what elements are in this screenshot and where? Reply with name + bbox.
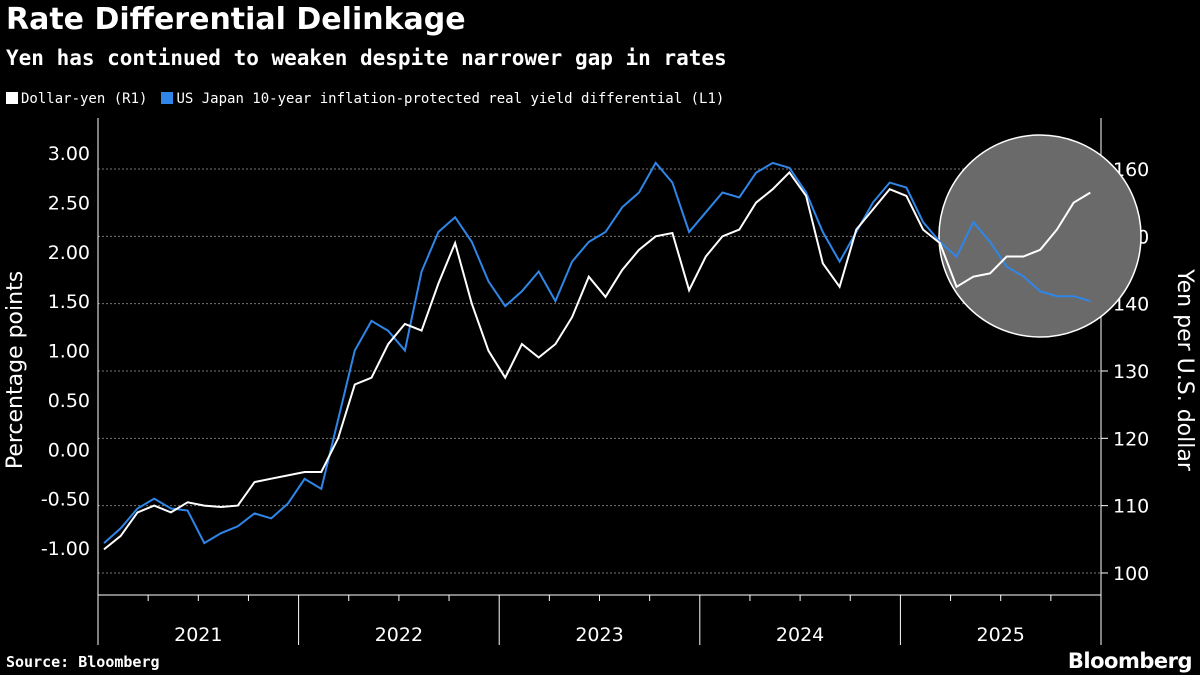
series-line-real-yield-differential (103, 161, 1091, 545)
right-tick-label: 130 (1113, 361, 1149, 383)
left-axis-label: Percentage points (3, 271, 28, 469)
right-tick-label: 100 (1113, 563, 1149, 585)
left-tick-label: 1.50 (48, 291, 90, 313)
left-tick-label: 2.00 (48, 242, 90, 264)
legend: Dollar-yen (R1) US Japan 10-year inflati… (6, 91, 724, 107)
legend-item-real-yield: US Japan 10-year inflation-protected rea… (161, 91, 724, 107)
right-tick-label: 110 (1113, 496, 1149, 518)
left-tick-label: 0.50 (48, 390, 90, 412)
series-line-dollar-yen (103, 170, 1091, 551)
right-tick-label: 140 (1113, 294, 1149, 316)
legend-swatch-white (6, 92, 18, 104)
left-tick-label: 3.00 (48, 143, 90, 165)
right-axis-label: Yen per U.S. dollar (1172, 268, 1197, 472)
x-tick-label: 2024 (776, 624, 824, 646)
left-tick-label: -0.50 (41, 489, 90, 511)
left-tick-label: 2.50 (48, 192, 90, 214)
left-tick-label: 1.00 (48, 341, 90, 363)
chart-title: Rate Differential Delinkage (6, 2, 466, 37)
left-tick-label: -1.00 (41, 538, 90, 560)
x-tick-label: 2022 (375, 624, 423, 646)
chart-subtitle: Yen has continued to weaken despite narr… (6, 46, 727, 70)
highlight-circle (938, 134, 1142, 338)
legend-swatch-blue (161, 92, 174, 104)
x-tick-label: 2021 (174, 624, 222, 646)
x-tick-label: 2025 (977, 624, 1025, 646)
right-tick-label: 120 (1113, 428, 1149, 450)
right-tick-label: 160 (1113, 159, 1149, 181)
left-tick-label: 0.00 (48, 439, 90, 461)
bloomberg-logo: Bloomberg (1067, 649, 1193, 673)
source-note: Source: Bloomberg (6, 653, 160, 671)
x-tick-label: 2023 (575, 624, 623, 646)
legend-item-dollar-yen: Dollar-yen (R1) (6, 91, 147, 107)
